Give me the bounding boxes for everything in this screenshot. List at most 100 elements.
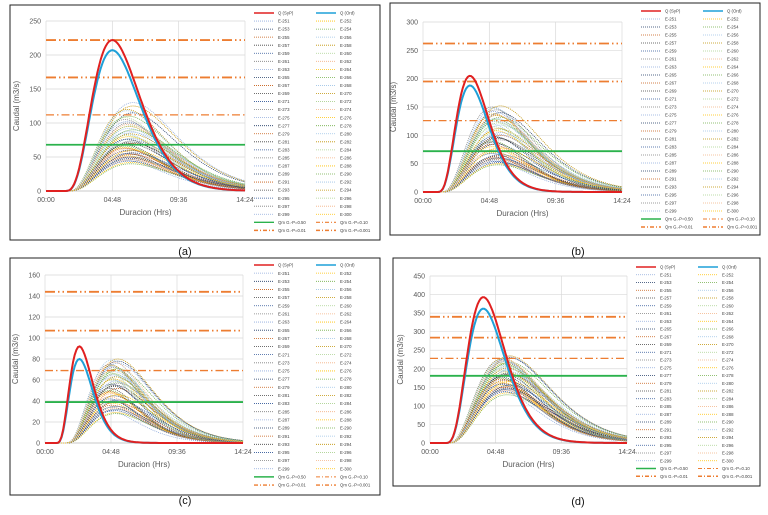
y-tick-label: 100 xyxy=(29,121,41,128)
legend-label-threshold-0: Qm G.-P=0.50 xyxy=(665,217,693,222)
legend-label-e-280: E-280 xyxy=(340,385,352,390)
series-line-q-syp xyxy=(46,38,246,192)
legend-label-e-297: E-297 xyxy=(278,458,290,463)
legend-label-e-299: E-299 xyxy=(278,466,290,471)
legend-label-e-266: E-266 xyxy=(340,75,352,80)
series-line-e-295 xyxy=(46,152,246,192)
legend-label-e-271: E-271 xyxy=(278,352,290,357)
legend-label-e-256: E-256 xyxy=(727,33,739,38)
y-tick-label: 20 xyxy=(32,420,40,427)
y-tick-label: 400 xyxy=(413,292,425,299)
legend-label-e-251: E-251 xyxy=(278,19,290,24)
legend-label-e-252: E-252 xyxy=(340,19,352,24)
legend-label-e-294: E-294 xyxy=(340,442,352,447)
legend-label-threshold-3: Qm G.-P=0.001 xyxy=(722,474,753,479)
series-line-e-271 xyxy=(430,384,628,444)
legend-label-e-256: E-256 xyxy=(722,288,734,293)
panel-caption: (c) xyxy=(179,495,192,507)
legend-label-threshold-2: Qm G.-P=0.01 xyxy=(665,225,693,230)
series-line-e-294 xyxy=(423,128,623,193)
legend-label-e-273: E-273 xyxy=(660,358,672,363)
legend-label-q-ord: Q (Ord) xyxy=(340,11,355,16)
legend-label-threshold-1: Qm G.-P=0.10 xyxy=(727,217,755,222)
legend-label-e-261: E-261 xyxy=(665,57,677,62)
y-tick-label: 200 xyxy=(406,76,418,83)
legend-label-e-281: E-281 xyxy=(278,393,290,398)
legend-label-e-254: E-254 xyxy=(340,27,352,32)
legend-label-e-255: E-255 xyxy=(278,287,290,292)
y-tick-label: 200 xyxy=(413,366,425,373)
series-line-e-293 xyxy=(430,374,628,444)
legend-label-e-276: E-276 xyxy=(340,369,352,374)
y-tick-label: 140 xyxy=(28,294,40,301)
x-tick-label: 14:24 xyxy=(234,449,252,456)
legend-label-e-289: E-289 xyxy=(278,426,290,431)
legend-label-e-300: E-300 xyxy=(727,209,739,214)
legend-label-e-278: E-278 xyxy=(727,121,739,126)
legend-label-e-253: E-253 xyxy=(660,280,672,285)
legend-label-e-291: E-291 xyxy=(278,180,290,185)
series-line-q-syp xyxy=(45,345,243,444)
legend-label-e-296: E-296 xyxy=(727,193,739,198)
series-line-e-290 xyxy=(423,116,623,193)
legend-label-e-288: E-288 xyxy=(340,417,352,422)
series-line-e-291 xyxy=(430,378,628,444)
legend-label-e-293: E-293 xyxy=(278,188,290,193)
legend-label-e-270: E-270 xyxy=(340,344,352,349)
legend-label-e-263: E-263 xyxy=(665,65,677,70)
legend-label-e-261: E-261 xyxy=(660,311,672,316)
series-line-e-285 xyxy=(46,140,246,192)
series-line-e-292 xyxy=(46,110,246,192)
series-line-e-252 xyxy=(46,155,246,192)
y-axis-title: Caudal (m3/s) xyxy=(389,82,398,133)
y-tick-label: 150 xyxy=(406,105,418,112)
legend-label-e-278: E-278 xyxy=(340,123,352,128)
legend-label-e-295: E-295 xyxy=(278,450,290,455)
x-tick-label: 09:36 xyxy=(547,198,565,205)
legend-label-e-252: E-252 xyxy=(727,17,739,22)
series-line-e-260 xyxy=(46,137,246,192)
legend-label-e-251: E-251 xyxy=(665,17,677,22)
legend-label-e-258: E-258 xyxy=(340,295,352,300)
legend-label-e-284: E-284 xyxy=(340,401,352,406)
legend-label-e-271: E-271 xyxy=(278,99,290,104)
legend-label-e-284: E-284 xyxy=(722,396,734,401)
x-tick-label: 14:24 xyxy=(236,197,254,204)
legend-label-e-252: E-252 xyxy=(722,272,734,277)
legend-label-threshold-0: Qm G.-P=0.50 xyxy=(660,466,688,471)
legend-label-e-268: E-268 xyxy=(340,83,352,88)
legend-label-e-257: E-257 xyxy=(665,41,677,46)
legend-label-e-281: E-281 xyxy=(665,137,677,142)
legend-label-e-280: E-280 xyxy=(722,381,734,386)
legend-label-threshold-0: Qm G.-P=0.50 xyxy=(278,475,306,480)
legend-label-e-264: E-264 xyxy=(727,65,739,70)
y-tick-label: 0 xyxy=(37,189,41,196)
x-tick-label: 00:00 xyxy=(37,197,55,204)
y-tick-label: 150 xyxy=(29,87,41,94)
y-tick-label: 50 xyxy=(417,422,425,429)
y-tick-label: 160 xyxy=(28,273,40,280)
legend-label-e-259: E-259 xyxy=(660,303,672,308)
x-tick-label: 04:48 xyxy=(104,197,122,204)
series-line-e-280 xyxy=(430,369,628,444)
x-tick-label: 00:00 xyxy=(421,449,439,456)
legend-label-e-283: E-283 xyxy=(665,145,677,150)
legend-label-threshold-3: Qm G.-P=0.001 xyxy=(340,483,371,488)
legend-label-e-272: E-272 xyxy=(340,352,352,357)
series-line-e-274 xyxy=(430,389,628,444)
series-line-e-254 xyxy=(45,413,244,444)
x-tick-label: 04:48 xyxy=(481,198,499,205)
series-line-e-300 xyxy=(45,394,244,444)
legend-label-threshold-2: Qm G.-P=0.01 xyxy=(278,483,306,488)
legend-label-e-254: E-254 xyxy=(722,280,734,285)
legend-label-e-287: E-287 xyxy=(660,412,672,417)
x-axis-title: Duracion (Hrs) xyxy=(119,208,171,217)
legend-label-e-259: E-259 xyxy=(665,49,677,54)
series-line-q-syp xyxy=(423,74,622,193)
legend-label-e-279: E-279 xyxy=(665,129,677,134)
legend-label-e-295: E-295 xyxy=(278,196,290,201)
y-tick-label: 300 xyxy=(406,20,418,27)
legend-label-e-266: E-266 xyxy=(722,327,734,332)
legend-label-e-270: E-270 xyxy=(340,91,352,96)
legend: Q (SyP) Q (Ord) E-251 E-252 E-253 E-254 E-255 E… xyxy=(254,263,371,488)
